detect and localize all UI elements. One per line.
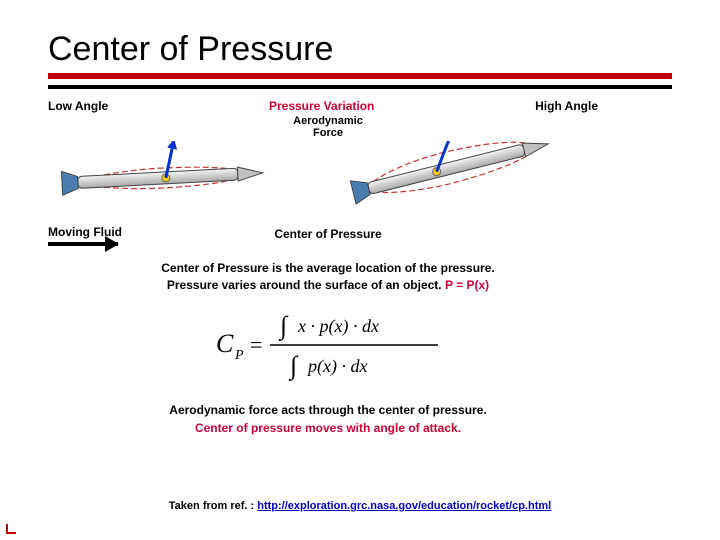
- bottom-line2: Center of pressure moves with angle of a…: [48, 421, 608, 435]
- svg-text:P: P: [234, 348, 244, 363]
- label-aero-force: Aerodynamic Force: [48, 115, 608, 139]
- desc-p-of-x: P = P(x): [445, 278, 489, 292]
- svg-text:p(x) · dx: p(x) · dx: [306, 356, 367, 377]
- label-pressure-variation: Pressure Variation: [269, 99, 374, 113]
- label-low-angle: Low Angle: [48, 99, 108, 113]
- rocket-diagrams: [48, 141, 608, 221]
- diagram-content: Low Angle Pressure Variation High Angle …: [48, 99, 608, 435]
- svg-text:∫: ∫: [278, 311, 289, 341]
- formula-cp: C P = ∫ x · p(x) · dx ∫ p(x) · dx: [48, 306, 608, 389]
- citation: Taken from ref. : http://exploration.grc…: [0, 500, 720, 512]
- svg-text:=: =: [250, 332, 262, 357]
- desc-line1: Center of Pressure is the average locati…: [161, 261, 494, 275]
- bottom-line1: Aerodynamic force acts through the cente…: [48, 403, 608, 417]
- moving-fluid-arrow-icon: [48, 242, 118, 246]
- label-center-of-pressure: Center of Pressure: [216, 227, 440, 241]
- page-title: Center of Pressure: [48, 30, 672, 69]
- citation-link[interactable]: http://exploration.grc.nasa.gov/educatio…: [257, 500, 551, 512]
- description-text: Center of Pressure is the average locati…: [48, 260, 608, 294]
- svg-text:C: C: [216, 329, 234, 358]
- slide-corner-marker-icon: [6, 524, 16, 534]
- high-angle-diagram: [339, 141, 608, 221]
- label-moving-fluid: Moving Fluid: [48, 225, 216, 239]
- citation-prefix: Taken from ref. :: [169, 500, 257, 512]
- svg-text:∫: ∫: [288, 351, 299, 381]
- label-high-angle: High Angle: [535, 99, 598, 113]
- top-labels-row: Low Angle Pressure Variation High Angle: [48, 99, 608, 113]
- desc-line2a: Pressure varies around the surface of an…: [167, 278, 442, 292]
- svg-text:x · p(x) · dx: x · p(x) · dx: [297, 316, 379, 337]
- low-angle-diagram: [48, 141, 317, 221]
- title-accent-red: [48, 73, 672, 79]
- title-underline: [48, 85, 672, 89]
